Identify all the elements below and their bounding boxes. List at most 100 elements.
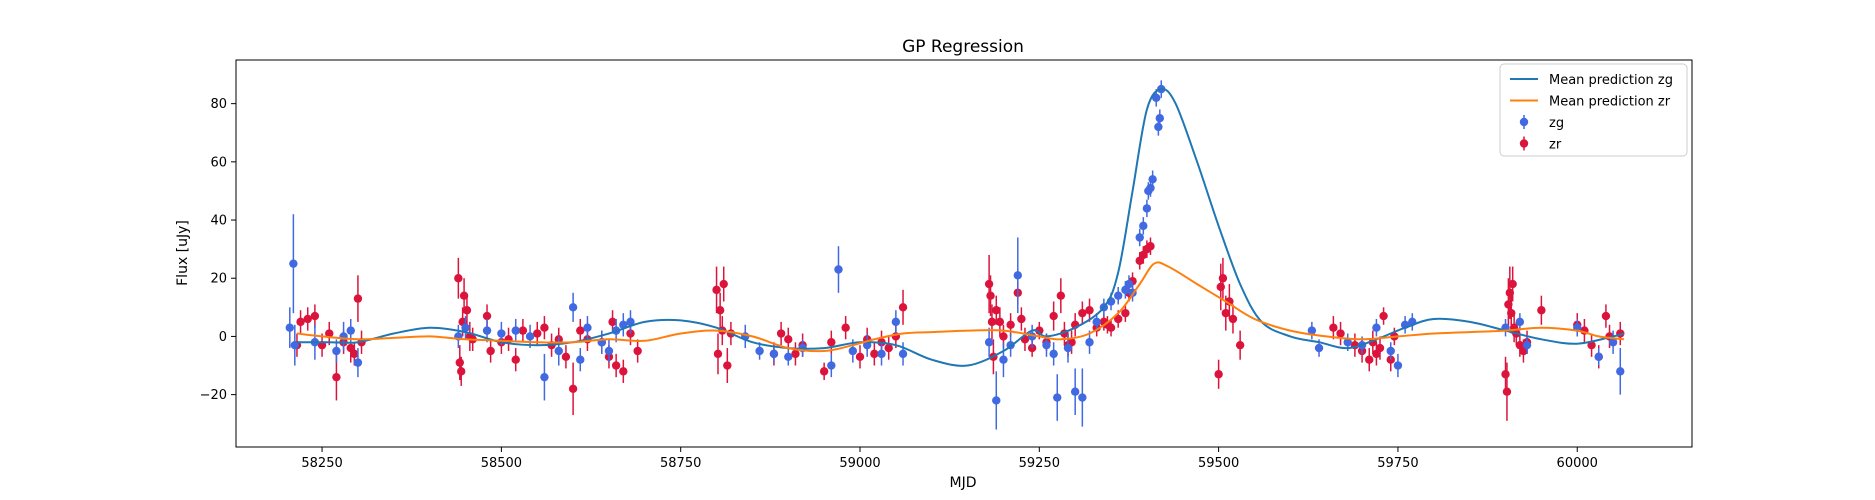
zg-point <box>769 349 779 359</box>
zr-point <box>1507 308 1516 318</box>
legend-label: zr <box>1549 138 1562 153</box>
zg-point <box>1343 338 1352 347</box>
zg-point <box>1049 349 1058 359</box>
zg-point <box>1594 352 1603 361</box>
plot-area <box>236 60 1692 447</box>
zr-point <box>1508 279 1517 289</box>
zr-point <box>533 329 542 338</box>
zr-point <box>1218 274 1228 283</box>
zr-point <box>1329 323 1338 332</box>
legend-label: Mean prediction zg <box>1549 73 1673 88</box>
legend: Mean prediction zg Mean prediction zr zg zr <box>1499 63 1688 157</box>
chart-title: GP Regression <box>902 37 1024 57</box>
zr-point <box>1235 340 1245 350</box>
zg-point <box>1515 317 1525 327</box>
zg-point <box>626 317 635 327</box>
zr-point <box>540 323 549 332</box>
zg-point <box>1070 387 1080 396</box>
zg-point <box>554 346 563 356</box>
zg-point <box>784 352 793 361</box>
zr-point <box>870 349 879 359</box>
x-tick-label: 59250 <box>1019 456 1060 471</box>
mean-prediction-zg-line <box>297 87 1625 367</box>
zg-point <box>1135 233 1144 242</box>
zr-point <box>1225 297 1234 306</box>
zr-point <box>568 384 578 394</box>
zg-point <box>1042 340 1051 350</box>
x-tick-label: 59500 <box>1198 456 1239 471</box>
zr-point <box>855 352 865 361</box>
zr-point <box>576 326 585 335</box>
zr-point <box>350 349 359 359</box>
zr-point <box>353 294 363 303</box>
zr-point <box>841 323 850 332</box>
plot-background <box>236 60 1692 447</box>
zg-point <box>353 358 363 367</box>
zr-point <box>719 279 728 289</box>
zr-point <box>1365 355 1374 364</box>
zg-point <box>891 317 901 327</box>
zr-point <box>1375 343 1385 353</box>
zg-point <box>1013 271 1022 280</box>
zr-point <box>827 338 836 347</box>
zg-point <box>1124 279 1134 289</box>
zg-point <box>984 338 994 347</box>
zr-point <box>1587 340 1596 350</box>
legend-box <box>1499 63 1688 157</box>
zg-point <box>511 326 520 335</box>
zg-point <box>332 346 341 356</box>
zg-point <box>285 323 294 332</box>
zr-point <box>1537 306 1546 315</box>
y-tick-label: −20 <box>200 388 227 403</box>
zr-point <box>984 279 994 289</box>
zg-point <box>583 323 592 332</box>
zr-point <box>995 317 1005 327</box>
zr-point <box>1078 308 1087 318</box>
zg-point <box>1139 221 1148 231</box>
zg-point <box>1522 340 1532 350</box>
zg-point <box>346 326 355 335</box>
x-tick-label: 58250 <box>301 456 342 471</box>
y-tick-label: 40 <box>210 214 227 229</box>
x-axis-ticks: 58250 58500 58750 59000 59250 59500 59750 60000 <box>301 447 1598 471</box>
zr-point <box>1114 314 1123 324</box>
zr-point <box>1502 387 1512 396</box>
x-tick-label: 58500 <box>481 456 522 471</box>
zr-point <box>1379 311 1388 321</box>
zr-point <box>325 329 334 338</box>
zg-point <box>1142 204 1152 213</box>
zr-point <box>619 367 628 376</box>
zr-point <box>776 329 786 338</box>
zr-point <box>1017 314 1026 324</box>
zr-point <box>1336 329 1345 338</box>
zg-point <box>848 346 858 356</box>
zr-point <box>1601 311 1611 321</box>
x-tick-label: 60000 <box>1557 456 1598 471</box>
legend-entries: Mean prediction zg Mean prediction zr zg zr <box>1510 73 1673 153</box>
zr-point <box>1049 311 1058 321</box>
plot-frame <box>235 59 1693 448</box>
zg-point <box>461 323 470 332</box>
zr-point <box>986 291 995 300</box>
zg-point <box>604 346 614 356</box>
y-tick-label: 0 <box>219 330 227 345</box>
zr-point <box>462 306 472 315</box>
zr-point <box>898 303 908 312</box>
y-tick-label: 80 <box>210 97 227 112</box>
zr-point <box>819 367 829 376</box>
zr-point <box>296 317 305 327</box>
zr-point <box>1216 282 1225 292</box>
zg-point <box>568 303 578 312</box>
zg-point <box>992 396 1001 405</box>
zr-point <box>1006 320 1015 329</box>
zr-point <box>457 367 466 376</box>
zr-point <box>303 314 312 324</box>
zg-point <box>1616 367 1625 376</box>
zr-point <box>999 332 1008 341</box>
zr-point <box>486 346 495 356</box>
x-tick-label: 58750 <box>660 456 701 471</box>
zg-point <box>877 349 886 359</box>
axes: 58250 58500 58750 59000 59250 59500 59750 60000… <box>200 59 1693 471</box>
zr-point <box>1146 242 1155 251</box>
